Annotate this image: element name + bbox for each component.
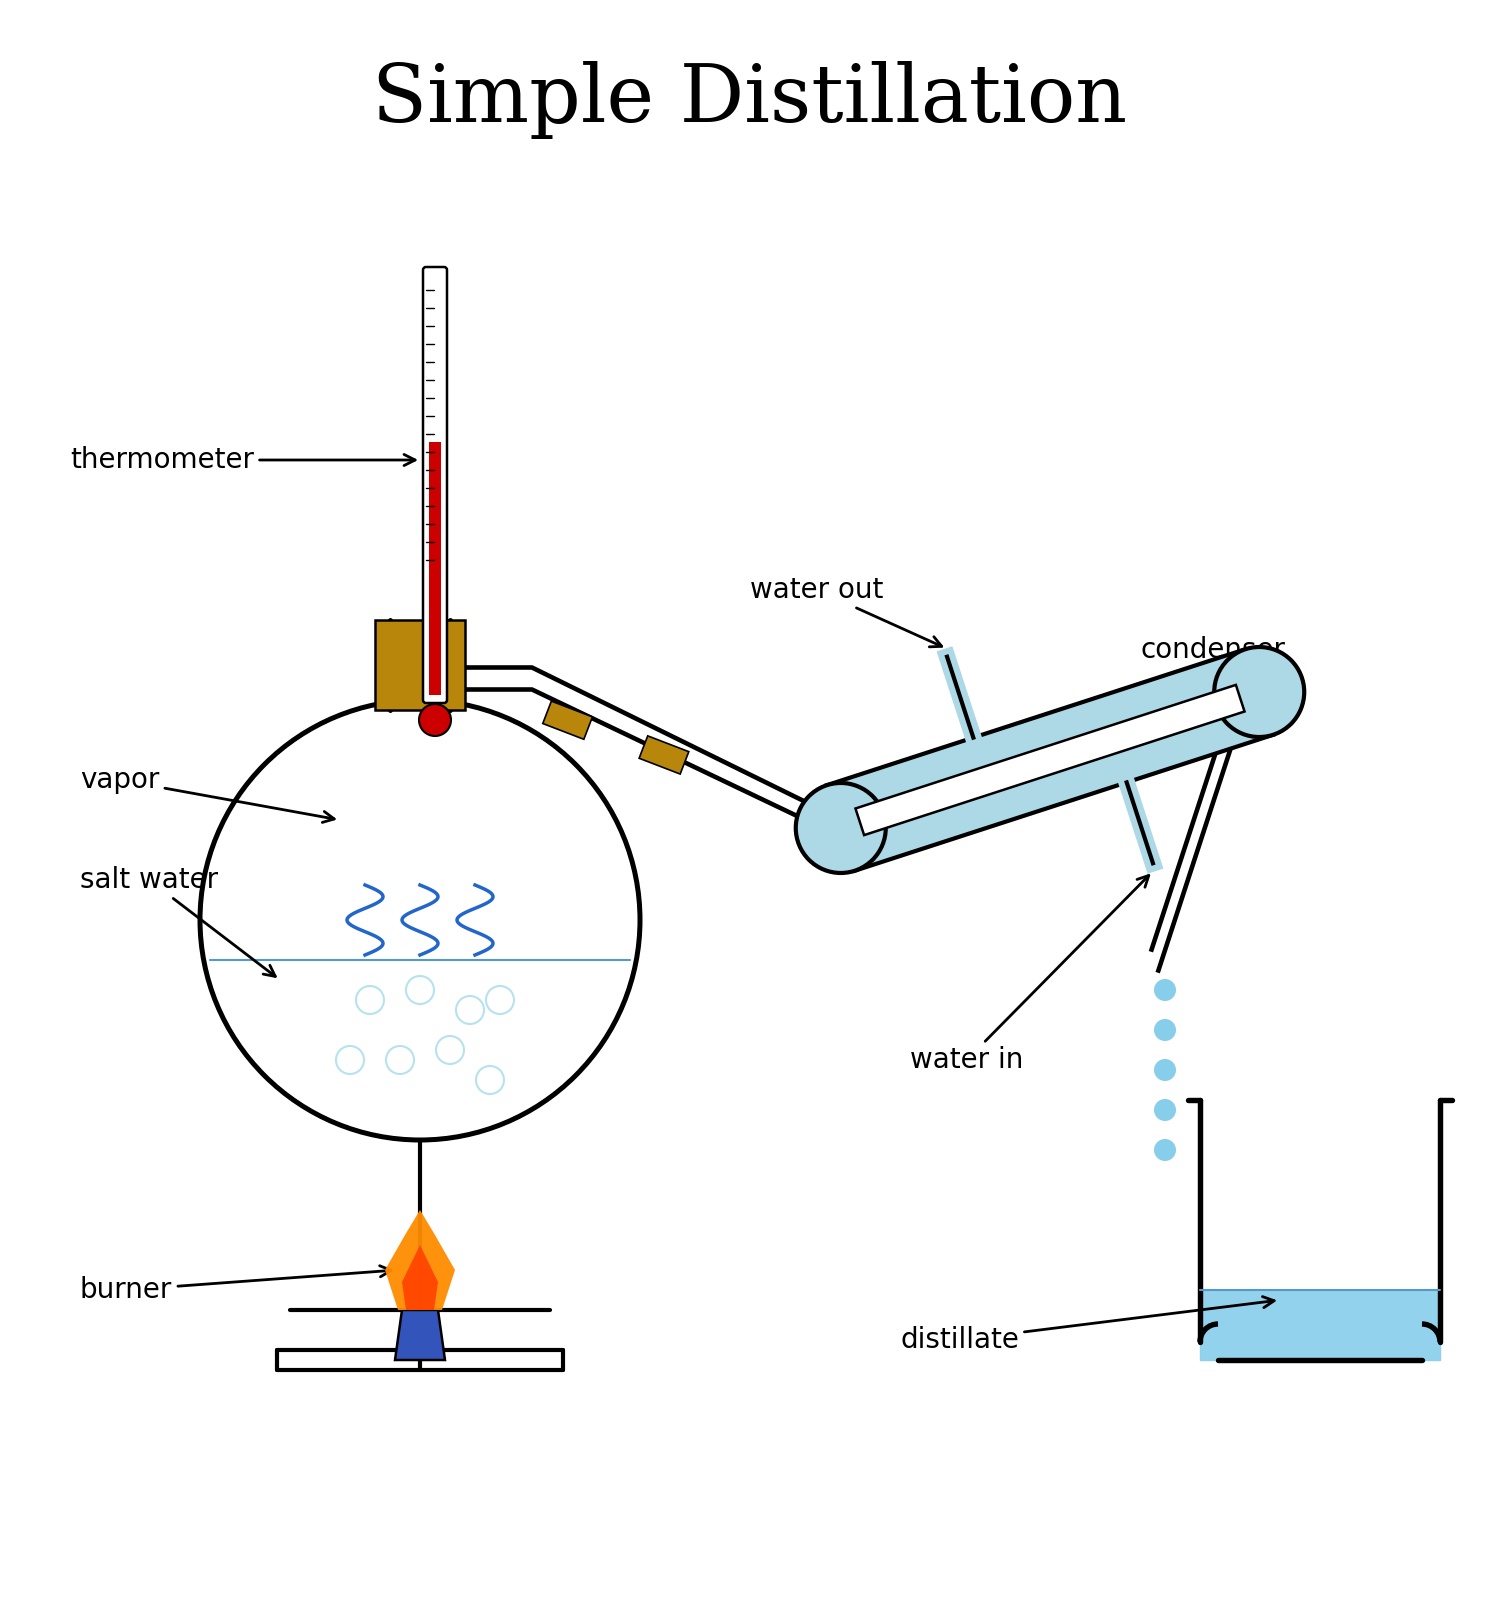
Polygon shape bbox=[402, 1245, 438, 1310]
Circle shape bbox=[406, 976, 433, 1005]
Bar bbox=[543, 701, 592, 739]
Bar bbox=[429, 442, 441, 694]
Bar bbox=[375, 619, 465, 710]
Circle shape bbox=[1154, 1019, 1176, 1042]
Polygon shape bbox=[1160, 1139, 1172, 1144]
Circle shape bbox=[1154, 1059, 1176, 1082]
Polygon shape bbox=[394, 1310, 445, 1360]
Circle shape bbox=[796, 782, 886, 874]
Polygon shape bbox=[1200, 1290, 1440, 1360]
Circle shape bbox=[1154, 979, 1176, 1002]
Bar bbox=[639, 736, 688, 774]
Circle shape bbox=[356, 986, 384, 1014]
Text: salt water: salt water bbox=[80, 866, 276, 976]
Circle shape bbox=[436, 1037, 463, 1064]
Text: Simple Distillation: Simple Distillation bbox=[372, 61, 1128, 139]
Polygon shape bbox=[1160, 1099, 1172, 1104]
Circle shape bbox=[1154, 1139, 1176, 1162]
Text: thermometer: thermometer bbox=[70, 446, 416, 474]
Circle shape bbox=[200, 701, 640, 1139]
Polygon shape bbox=[386, 1210, 454, 1310]
Circle shape bbox=[456, 995, 484, 1024]
Circle shape bbox=[419, 704, 452, 736]
FancyBboxPatch shape bbox=[423, 267, 447, 702]
Text: burner: burner bbox=[80, 1266, 392, 1304]
Polygon shape bbox=[1160, 979, 1172, 984]
Text: condenser: condenser bbox=[1134, 635, 1286, 765]
Circle shape bbox=[1214, 646, 1304, 738]
Text: water out: water out bbox=[750, 576, 942, 646]
Polygon shape bbox=[827, 650, 1274, 870]
Text: vapor: vapor bbox=[80, 766, 334, 822]
Circle shape bbox=[336, 1046, 364, 1074]
Polygon shape bbox=[855, 685, 1245, 835]
Text: distillate: distillate bbox=[900, 1296, 1274, 1354]
Polygon shape bbox=[207, 920, 633, 1133]
Circle shape bbox=[386, 1046, 414, 1074]
Polygon shape bbox=[1160, 1019, 1172, 1024]
Polygon shape bbox=[1160, 1059, 1172, 1064]
Circle shape bbox=[486, 986, 514, 1014]
Text: water in: water in bbox=[910, 875, 1149, 1074]
Circle shape bbox=[476, 1066, 504, 1094]
Circle shape bbox=[1154, 1099, 1176, 1122]
